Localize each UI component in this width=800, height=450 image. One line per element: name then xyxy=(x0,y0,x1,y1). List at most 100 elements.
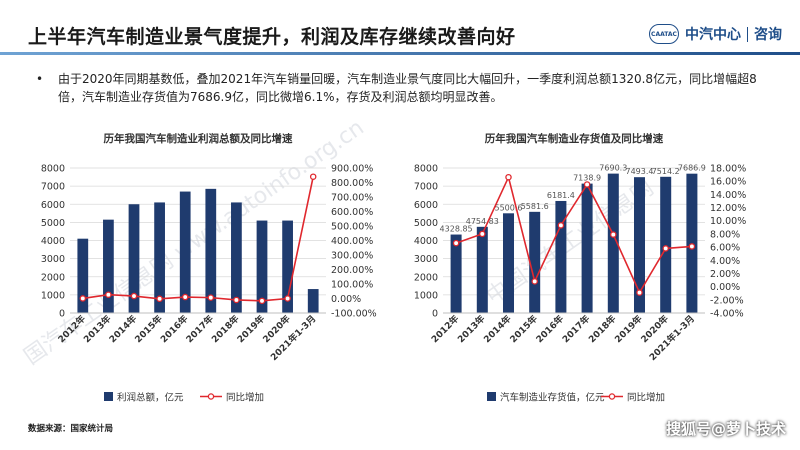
y-right-tick-label: 700.00% xyxy=(331,193,373,204)
x-tick-label: 2018年 xyxy=(586,313,619,346)
line-point xyxy=(688,243,696,250)
legend-bar-swatch xyxy=(487,392,496,401)
data-source: 数据来源：国家统计局 xyxy=(28,424,114,434)
x-tick-label: 2015年 xyxy=(507,313,540,346)
legend-line-marker xyxy=(207,393,215,400)
bar-data-label: 4328.85 xyxy=(440,225,473,234)
y-right-tick-label: 300.00% xyxy=(331,251,373,262)
y-left-tick-label: 6000 xyxy=(414,200,438,211)
y-right-tick-label: 900.00% xyxy=(331,164,373,175)
y-left-tick-label: 5000 xyxy=(414,218,438,229)
y-right-tick-label: 2.00% xyxy=(710,269,740,280)
bar-data-label: 7686.9 xyxy=(678,164,706,173)
legend-bar-label: 利润总额，亿元 xyxy=(117,392,184,404)
y-right-tick-label: 6.00% xyxy=(710,243,740,254)
brand-separator xyxy=(747,26,748,42)
series-line xyxy=(82,176,314,302)
legend-bar-label: 汽车制造业存货值，亿元 xyxy=(500,392,605,404)
bar xyxy=(502,213,515,313)
y-right-tick-label: 100.00% xyxy=(331,280,373,291)
y-right-tick-label: 8.00% xyxy=(710,229,740,240)
bar-data-label: 7493.4 xyxy=(626,167,654,176)
brand-name: 中汽中心 xyxy=(685,27,741,43)
bar xyxy=(307,289,319,313)
bar xyxy=(154,202,165,313)
y-left-tick-label: 3000 xyxy=(41,254,65,265)
y-right-tick-label: 800.00% xyxy=(331,178,373,189)
x-tick-label: 2014年 xyxy=(107,313,140,346)
bar-data-label: 5500.6 xyxy=(495,203,523,212)
y-right-tick-label: 600.00% xyxy=(331,207,373,218)
y-right-tick-label: 12.00% xyxy=(710,203,746,214)
line-point xyxy=(284,295,291,302)
y-right-tick-label: 400.00% xyxy=(331,236,373,247)
inventory-chart-svg: 历年我国汽车制造业存货值及同比增速中国汽车工业信息网01000200030004… xyxy=(414,132,746,404)
x-tick-label: 2017年 xyxy=(183,313,216,346)
bar xyxy=(256,220,268,313)
y-right-tick-label: 200.00% xyxy=(331,265,373,276)
y-left-tick-label: 4000 xyxy=(41,236,65,247)
x-tick-label: 2016年 xyxy=(533,313,566,346)
x-tick-label: 2014年 xyxy=(481,313,514,346)
y-left-tick-label: 0 xyxy=(59,309,65,320)
line-point xyxy=(531,278,538,285)
x-tick-label: 2017年 xyxy=(560,313,593,346)
y-left-tick-label: 0 xyxy=(432,309,438,320)
y-right-tick-label: 10.00% xyxy=(710,216,746,227)
legend-bar-swatch xyxy=(104,392,113,401)
summary-bullet: • 由于2020年同期基数低，叠加2021年汽车销量回暖，汽车制造业景气度同比大… xyxy=(36,70,776,106)
x-tick-label: 2018年 xyxy=(209,313,242,346)
bar xyxy=(77,238,89,313)
bar-data-label: 4754.83 xyxy=(466,217,499,226)
y-left-tick-label: 7000 xyxy=(41,182,65,193)
line-point xyxy=(156,295,163,303)
line-point xyxy=(662,245,669,252)
bar xyxy=(581,183,593,313)
bullet-dot-icon: • xyxy=(36,72,44,86)
bar xyxy=(529,211,541,313)
bar xyxy=(282,220,293,313)
bar xyxy=(205,188,217,313)
legend-line-label: 同比增加 xyxy=(627,392,665,404)
line-point xyxy=(233,296,240,304)
line-point xyxy=(207,294,215,301)
bar xyxy=(476,226,488,313)
publisher-watermark: 搜狐号@萝卜技术 xyxy=(665,420,786,438)
line-point xyxy=(636,289,643,296)
bar xyxy=(231,202,242,313)
brand-block: CAATAC 中汽中心 咨询 xyxy=(649,24,782,44)
line-point xyxy=(130,292,138,300)
line-point xyxy=(583,181,591,188)
y-left-tick-label: 4000 xyxy=(414,236,438,247)
y-right-tick-label: 16.00% xyxy=(710,177,746,188)
y-right-tick-label: 0.00% xyxy=(331,294,361,305)
chart-title: 历年我国汽车制造业存货值及同比增速 xyxy=(485,132,664,145)
y-right-tick-label: 0.00% xyxy=(710,282,740,293)
line-point xyxy=(479,230,486,238)
bar xyxy=(660,176,672,313)
y-right-tick-label: 500.00% xyxy=(331,222,373,233)
brand-section: 咨询 xyxy=(754,27,782,43)
bar-data-label: 7690.3 xyxy=(599,164,627,173)
bar-data-label: 5581.6 xyxy=(521,202,549,211)
x-tick-label: 2019年 xyxy=(235,313,268,346)
y-right-tick-label: 14.00% xyxy=(710,190,746,201)
y-left-tick-label: 8000 xyxy=(414,164,438,175)
bar xyxy=(103,219,114,313)
line-point xyxy=(452,239,460,247)
x-tick-label: 2019年 xyxy=(612,313,645,346)
summary-text: 由于2020年同期基数低，叠加2021年汽车销量回暖，汽车制造业景气度同比大幅回… xyxy=(58,72,757,104)
y-left-tick-label: 8000 xyxy=(41,164,65,175)
line-point xyxy=(610,231,617,238)
y-left-tick-label: 1000 xyxy=(414,290,438,301)
slide-header: 上半年汽车制造业景气度提升，利润及库存继续改善向好 CAATAC 中汽中心 咨询 xyxy=(0,0,800,58)
bar xyxy=(555,200,567,313)
y-left-tick-label: 5000 xyxy=(41,218,65,229)
brand-logo-icon: CAATAC xyxy=(649,24,679,44)
y-left-tick-label: 2000 xyxy=(41,272,65,283)
y-right-tick-label: -2.00% xyxy=(710,295,744,306)
y-left-tick-label: 6000 xyxy=(41,200,65,211)
y-left-tick-label: 7000 xyxy=(414,182,438,193)
line-point xyxy=(309,173,317,180)
